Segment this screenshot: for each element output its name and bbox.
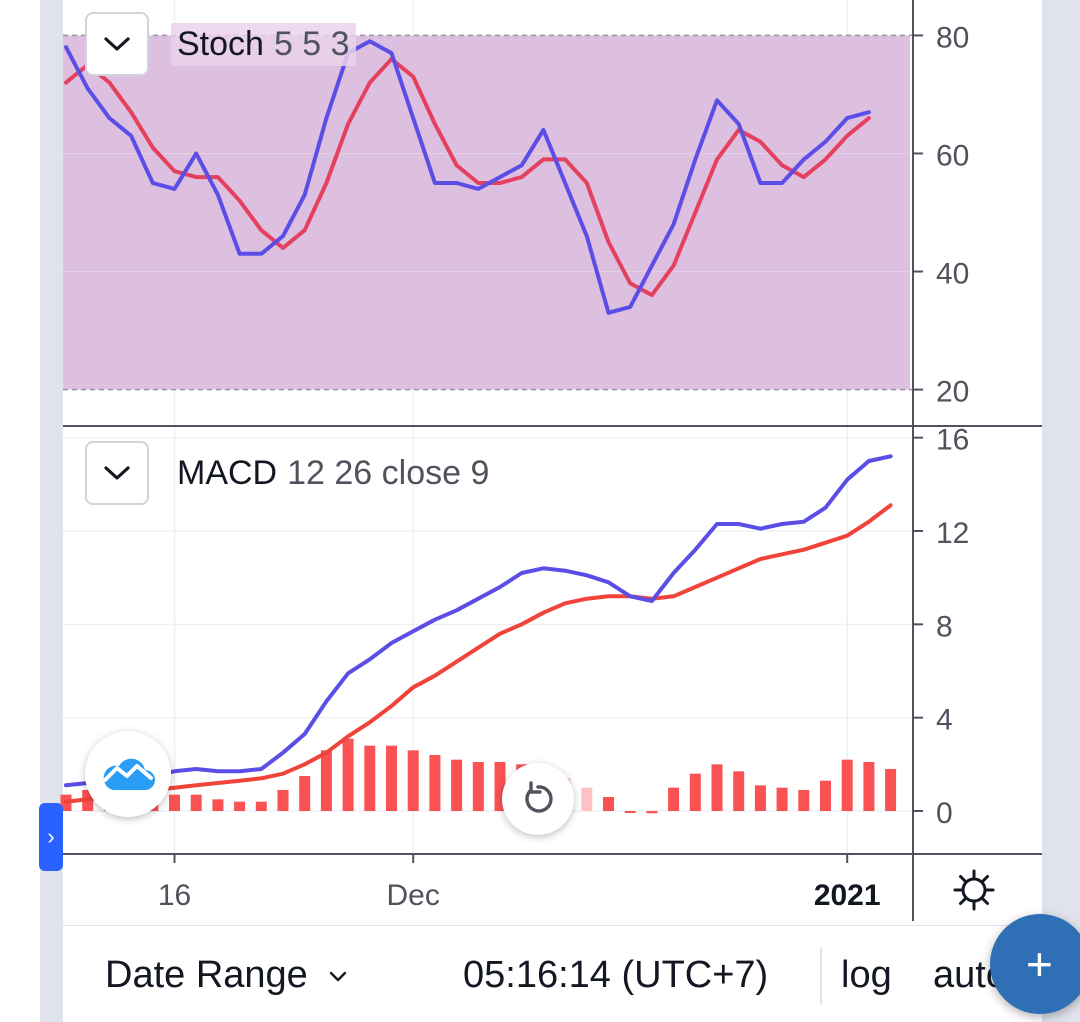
macd-histogram-bar <box>320 750 332 811</box>
bottom-toolbar: Date Range 05:16:14 (UTC+7) log auto <box>63 925 1042 1022</box>
macd-histogram-bar <box>668 787 680 811</box>
macd-axis-label: 0 <box>936 797 953 830</box>
drawing-panel-handle[interactable]: › <box>39 803 63 871</box>
time-axis-label: 16 <box>158 879 191 912</box>
macd-histogram-bar <box>451 759 463 811</box>
macd-histogram-bar <box>820 780 831 811</box>
macd-histogram-bar <box>581 787 593 811</box>
macd-histogram-bar <box>472 762 484 811</box>
stoch-axis-label: 80 <box>936 21 969 54</box>
macd-axis-label: 8 <box>936 610 953 643</box>
macd-histogram-bar <box>624 811 636 813</box>
log-scale-toggle[interactable]: log <box>841 954 892 996</box>
macd-histogram-bar <box>494 762 506 811</box>
macd-histogram-bar <box>754 785 766 811</box>
price-axis-background <box>913 0 1042 925</box>
timezone-clock[interactable]: 05:16:14 (UTC+7) <box>463 954 769 996</box>
macd-histogram-bar <box>603 797 614 811</box>
date-range-label: Date Range <box>105 954 308 996</box>
macd-histogram-bar <box>841 759 853 811</box>
chevron-right-icon: › <box>47 824 55 849</box>
macd-histogram-bar <box>711 764 723 811</box>
stoch-legend: Stoch 5 5 3 <box>85 11 356 77</box>
macd-histogram-bar <box>212 799 224 811</box>
macd-histogram-bar <box>190 794 202 811</box>
chevron-down-icon <box>104 37 130 51</box>
stoch-k-line <box>64 39 871 315</box>
stoch-legend-text: Stoch 5 5 3 <box>171 22 356 66</box>
stoch-axis-label: 40 <box>936 258 969 291</box>
macd-histogram-bar <box>407 750 419 811</box>
macd-signal-line <box>64 503 893 804</box>
macd-legend-text: MACD 12 26 close 9 <box>171 452 495 495</box>
add-button[interactable]: + <box>990 914 1080 1014</box>
cloud-chart-icon <box>103 758 155 790</box>
macd-histogram-bar <box>733 771 745 811</box>
stoch-axis-label: 60 <box>936 139 969 172</box>
macd-histogram-bar <box>277 790 289 811</box>
macd-histogram-bar <box>798 790 810 811</box>
macd-params: 12 26 close 9 <box>287 453 490 492</box>
stoch-collapse-button[interactable] <box>85 12 149 76</box>
macd-legend: MACD 12 26 close 9 <box>85 440 495 506</box>
macd-histogram-bar <box>863 762 875 811</box>
macd-histogram-bar <box>255 801 267 811</box>
macd-histogram-bar <box>689 773 701 811</box>
macd-histogram-bar <box>364 745 376 811</box>
macd-line <box>64 454 893 788</box>
macd-histogram-bar <box>646 811 658 814</box>
macd-histogram-bar <box>299 776 311 811</box>
time-axis-label: Dec <box>387 879 440 912</box>
macd-histogram-bar <box>169 794 180 811</box>
stoch-d-line <box>64 57 871 298</box>
macd-axis-label: 16 <box>936 424 969 457</box>
macd-histogram-bar <box>342 738 354 811</box>
cloud-chart-button[interactable] <box>85 731 171 817</box>
stoch-params: 5 5 3 <box>273 24 350 63</box>
macd-name: MACD <box>177 453 278 492</box>
macd-axis-label: 4 <box>936 704 953 737</box>
macd-histogram-bar <box>885 769 897 811</box>
time-axis-label: 2021 <box>814 879 881 912</box>
chevron-down-icon <box>104 466 130 480</box>
right-edge-rail <box>1042 0 1080 1022</box>
chevron-down-icon <box>330 971 347 982</box>
plus-icon: + <box>1026 938 1053 990</box>
reset-icon <box>525 781 553 813</box>
macd-histogram-bar <box>429 755 441 811</box>
macd-histogram-bar <box>234 801 246 811</box>
stoch-axis-label: 20 <box>936 376 969 409</box>
stoch-band-fill <box>63 35 910 390</box>
toolbar-divider <box>820 948 822 1004</box>
macd-histogram-bar <box>386 745 397 811</box>
macd-collapse-button[interactable] <box>85 441 149 505</box>
left-edge-rail <box>40 0 63 1022</box>
macd-axis-label: 12 <box>936 517 969 550</box>
reset-chart-button[interactable] <box>502 763 574 835</box>
macd-histogram-bar <box>776 787 788 811</box>
date-range-button[interactable]: Date Range <box>105 954 348 997</box>
stoch-name: Stoch <box>177 24 264 63</box>
gear-icon[interactable] <box>952 868 996 912</box>
